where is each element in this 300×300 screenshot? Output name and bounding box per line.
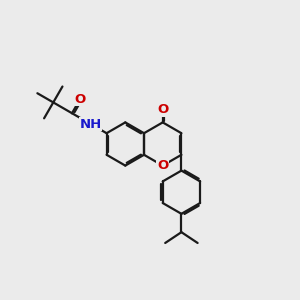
Text: O: O	[157, 159, 168, 172]
Text: NH: NH	[80, 118, 102, 130]
Text: O: O	[157, 103, 168, 116]
Text: O: O	[74, 93, 86, 106]
